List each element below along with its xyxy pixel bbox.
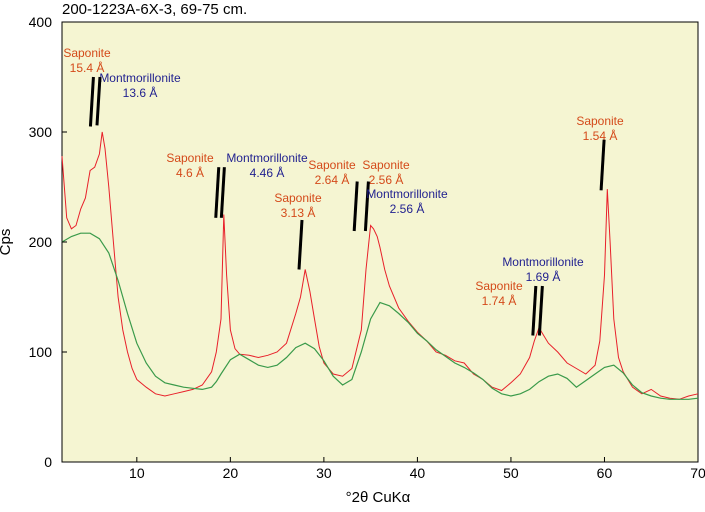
chart-title: 200-1223A-6X-3, 69-75 cm. (62, 1, 248, 18)
x-tick-label: 60 (597, 465, 613, 481)
x-tick-label: 10 (129, 465, 145, 481)
ticks-layer: 10 20 30 40 50 60 70 0 100 200 300 400 (29, 14, 705, 481)
annotation-tick (219, 167, 226, 218)
annotation-tick (88, 76, 95, 127)
x-tick-label: 20 (223, 465, 239, 481)
annotation-label: Saponite (475, 279, 523, 293)
annotation-label: Montmorillonite (502, 255, 584, 269)
annotation-label: 1.74 Å (482, 293, 517, 308)
annotation-tick (599, 139, 606, 191)
annotation-label: Montmorillonite (226, 151, 308, 165)
annotation-label: Montmorillonite (366, 187, 448, 201)
x-tick-label: 50 (503, 465, 519, 481)
y-tick-label: 100 (29, 344, 53, 360)
annotation-tick (352, 181, 359, 232)
x-tick-label: 30 (316, 465, 332, 481)
annotation-label: Saponite (166, 151, 214, 165)
annotation-label: 15.4 Å (70, 60, 105, 75)
annotation-label: 4.6 Å (176, 165, 204, 180)
annotation-label: Saponite (308, 158, 356, 172)
annotation-tick (297, 219, 304, 270)
annotation-label: 13.6 Å (123, 85, 158, 100)
annotation-label: 2.64 Å (315, 172, 350, 187)
annotation-tick (363, 181, 370, 232)
annotation-label: Saponite (274, 191, 322, 205)
y-tick-label: 0 (44, 454, 52, 470)
annotation-label: 3.13 Å (281, 205, 316, 220)
y-axis-label: Cps (0, 229, 14, 256)
annotation-label: 1.69 Å (526, 269, 561, 284)
annotation-label: Saponite (362, 158, 410, 172)
series-line-1 (61, 232, 699, 400)
annotation-tick (531, 285, 538, 336)
y-tick-label: 400 (29, 14, 53, 30)
series-layer (61, 131, 699, 400)
annotation-tick (214, 167, 221, 218)
annotation-label: Montmorillonite (99, 71, 181, 85)
annotation-label: 2.56 Å (369, 172, 404, 187)
series-line-0 (61, 131, 699, 400)
annotation-label: Saponite (576, 114, 624, 128)
plot-area (61, 21, 699, 463)
annotation-label: 4.46 Å (250, 165, 285, 180)
y-tick-label: 300 (29, 124, 53, 140)
annotation-label: Saponite (63, 46, 111, 60)
annotation-label: 2.56 Å (390, 201, 425, 216)
y-tick-label: 200 (29, 234, 53, 250)
x-tick-label: 40 (410, 465, 426, 481)
x-tick-label: 70 (690, 465, 705, 481)
annotation-tick (537, 285, 544, 336)
x-axis-label: °2θ CuKα (346, 489, 411, 506)
annotation-label: 1.54 Å (583, 128, 618, 143)
annotation-tick (95, 76, 102, 126)
